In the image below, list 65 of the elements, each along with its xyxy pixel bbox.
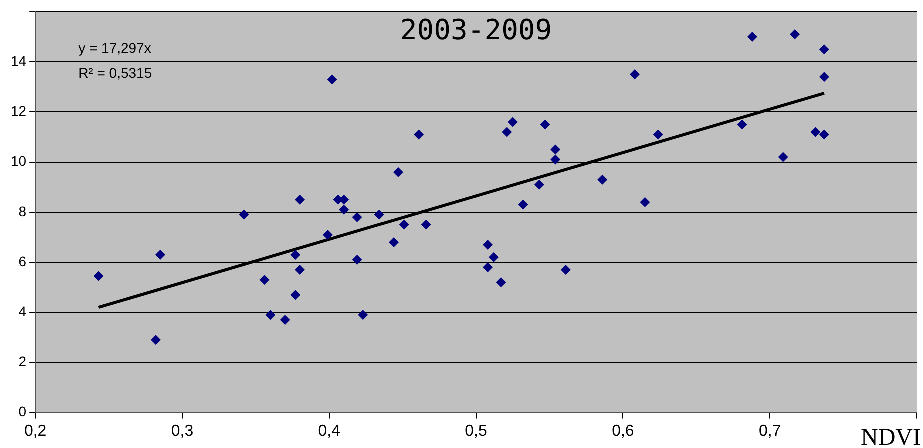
chart-title: 2003-2009 [400,13,552,46]
point [598,174,608,185]
point [352,212,362,222]
point [508,117,518,128]
point [155,250,166,260]
x-tick-label: 0,5 [465,422,488,440]
point [819,44,830,55]
point [483,240,494,250]
point [266,310,276,320]
point [550,154,561,165]
point [151,335,162,346]
point [352,254,362,265]
point [540,120,550,130]
x-tick-label: 0,2 [24,422,47,440]
point [339,204,350,215]
point [322,230,333,240]
point [653,130,664,140]
point [414,130,424,140]
y-tick-label: 8 [18,203,27,220]
point [327,74,338,85]
point [290,250,301,260]
x-axis-title: NDVI [861,425,921,448]
y-tick-label: 0 [18,404,27,420]
point [94,271,104,282]
y-tick-label: 12 [10,103,27,120]
point [496,278,506,288]
point [534,180,544,190]
y-tick-label: 6 [18,253,27,270]
point [747,32,758,42]
point [630,70,640,80]
point [393,167,404,178]
y-tick-label: 2 [18,354,27,370]
point [358,310,368,320]
point [374,210,384,220]
point [640,197,650,208]
point [295,265,305,276]
point [239,210,250,220]
point [550,144,561,155]
point [819,72,830,82]
y-tick-label: 4 [18,303,27,320]
point [518,200,528,210]
y-tick-label: 10 [10,153,27,170]
point [399,220,410,230]
point [280,315,290,326]
point [483,262,494,273]
annotation: y = 17,297x [78,40,152,56]
point [488,252,499,262]
point [560,265,571,276]
point [295,194,305,205]
point [790,30,800,40]
point [819,130,830,140]
x-tick-label: 0,4 [318,422,341,440]
point [502,127,512,138]
point [778,152,788,162]
point [421,220,432,230]
x-tick-label: 0,3 [171,422,194,440]
point [290,290,301,300]
point [260,275,270,286]
point [737,120,748,130]
annotation: R² = 0,5315 [78,64,152,81]
x-tick-label: 0,6 [612,422,634,440]
x-tick-label: 0,7 [758,422,782,440]
point [810,127,821,138]
y-tick-label: 14 [10,52,27,69]
point [389,237,400,248]
